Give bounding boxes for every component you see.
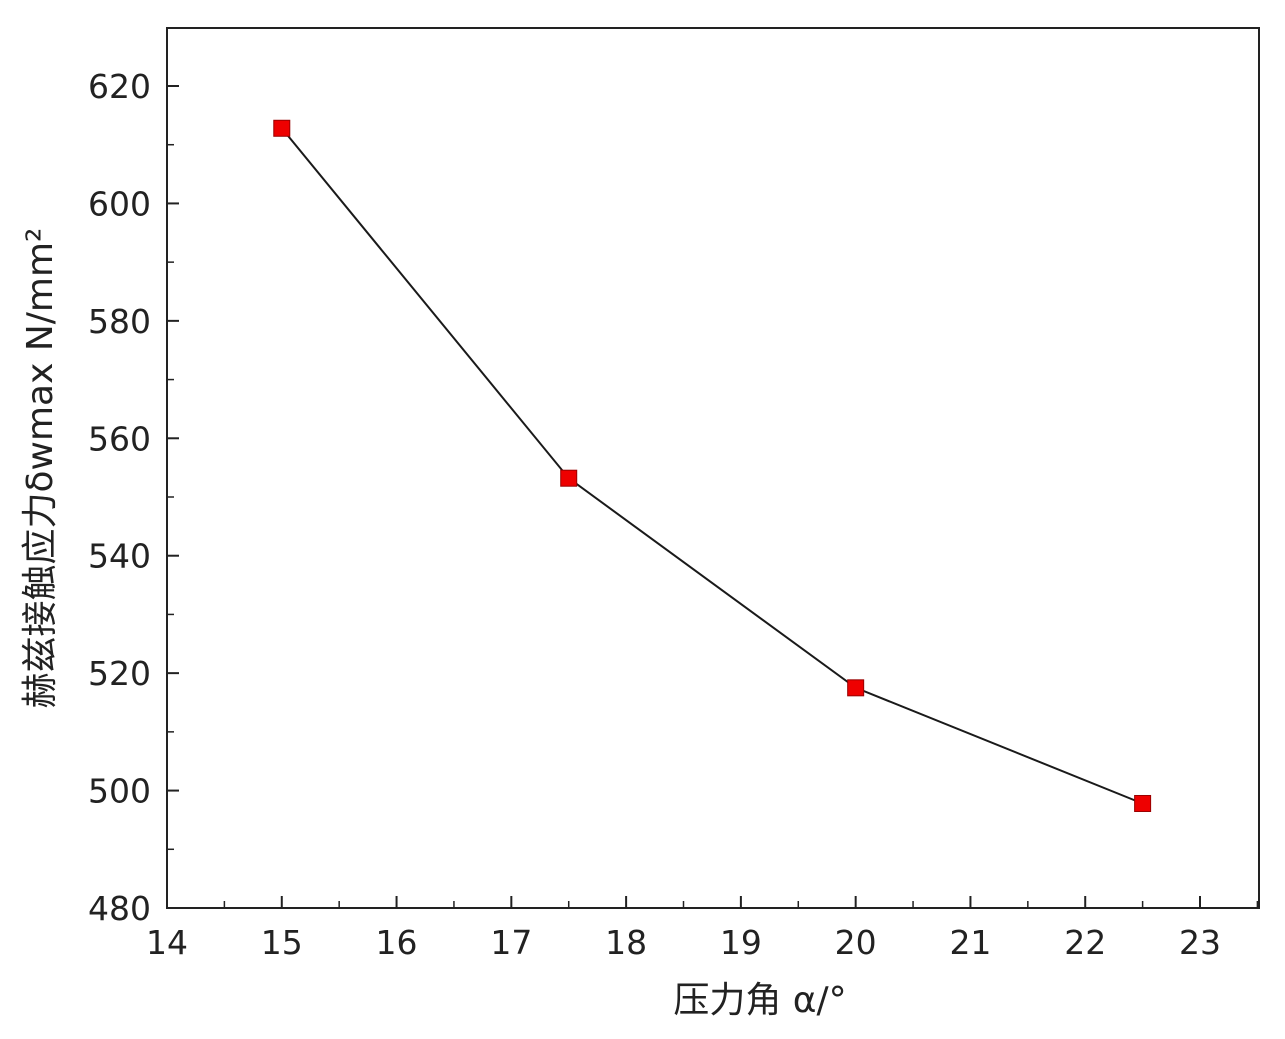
x-tick-label: 23 xyxy=(1179,923,1221,962)
data-point-marker xyxy=(847,679,865,697)
ticks xyxy=(166,85,1259,909)
x-tick-label: 17 xyxy=(490,923,532,962)
x-tick-label: 22 xyxy=(1064,923,1106,962)
y-tick-label: 580 xyxy=(88,302,151,341)
x-tick-label: 16 xyxy=(376,923,418,962)
plot-frame xyxy=(166,27,1260,909)
y-tick-label: 500 xyxy=(88,772,151,811)
series-lines xyxy=(281,127,1143,805)
x-axis-title: 压力角 α/° xyxy=(673,980,846,1021)
x-tick-labels: 14 15 16 17 18 19 20 21 22 23 xyxy=(146,923,1221,962)
y-tick-label: 540 xyxy=(88,537,151,576)
data-point-marker xyxy=(560,469,578,487)
y-tick-label: 480 xyxy=(88,889,151,928)
data-point-marker xyxy=(273,119,291,137)
y-tick-label: 600 xyxy=(88,184,151,223)
y-tick-label: 620 xyxy=(88,67,151,106)
x-tick-label: 15 xyxy=(261,923,303,962)
x-tick-label: 19 xyxy=(720,923,762,962)
data-point-marker xyxy=(1134,794,1152,812)
x-tick-label: 18 xyxy=(605,923,647,962)
x-tick-label: 20 xyxy=(835,923,877,962)
markers xyxy=(273,119,1152,812)
y-axis-title: 赫兹接触应力δwmax N/mm² xyxy=(20,228,61,709)
y-tick-label: 560 xyxy=(88,419,151,458)
y-tick-label: 520 xyxy=(88,654,151,693)
x-tick-label: 14 xyxy=(146,923,188,962)
y-tick-labels: 480 500 520 540 560 580 600 620 xyxy=(88,67,151,928)
x-tick-label: 21 xyxy=(949,923,991,962)
series-line xyxy=(281,127,1143,805)
